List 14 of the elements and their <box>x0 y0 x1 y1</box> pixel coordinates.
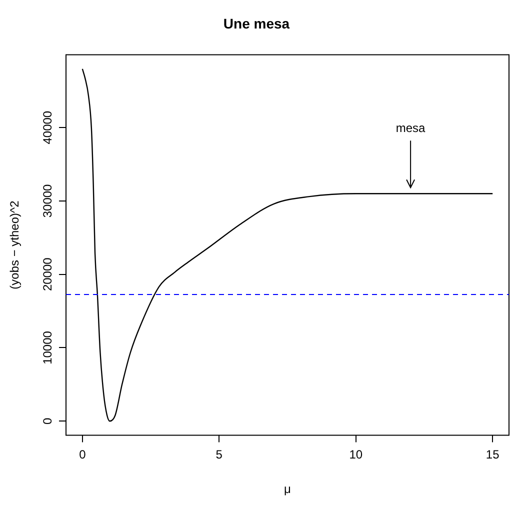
y-tick-label: 40000 <box>40 110 54 144</box>
line-series <box>82 68 494 422</box>
x-axis-title: μ <box>284 482 292 496</box>
x-tick-label: 10 <box>349 448 363 462</box>
y-tick-label: 30000 <box>40 184 54 218</box>
y-axis-title: (yobs − ytheo)^2 <box>8 200 22 290</box>
x-tick-label: 15 <box>486 448 500 462</box>
y-tick-label: 20000 <box>40 257 54 292</box>
y-tick-label: 0 <box>40 417 54 424</box>
y-tick-label: 10000 <box>40 330 54 364</box>
x-tick-label: 5 <box>216 448 223 462</box>
chart-title: Une mesa <box>223 15 290 32</box>
x-tick-label: 0 <box>79 448 86 462</box>
annotation: mesa <box>396 120 426 135</box>
